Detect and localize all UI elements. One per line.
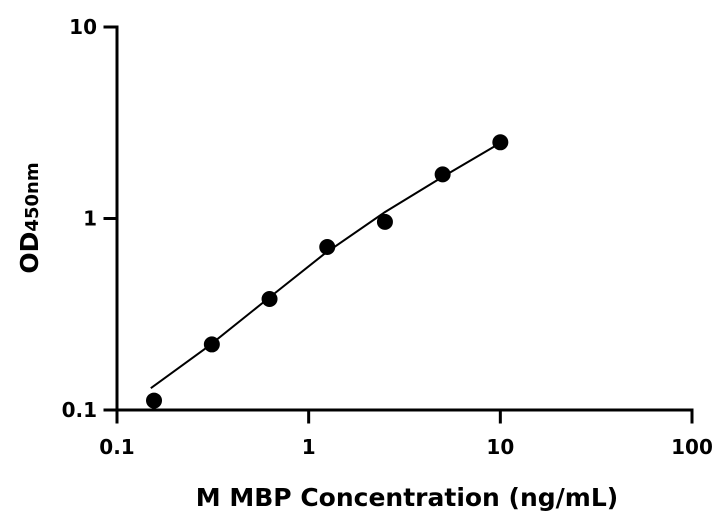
y-tick-label: 0.1: [62, 398, 97, 422]
y-axis-title: OD450nm: [15, 162, 44, 273]
x-tick-label: 0.1: [99, 435, 134, 459]
x-tick-label: 1: [302, 435, 316, 459]
y-tick-label: 10: [69, 15, 97, 39]
data-point: [434, 166, 451, 183]
y-axis-title-main: OD: [15, 232, 44, 274]
tick-labels-group: 0.1 1 10 100 0.1 1 10: [62, 15, 713, 459]
data-point: [146, 392, 163, 409]
y-tick-label: 1: [83, 207, 97, 231]
data-point: [492, 134, 509, 151]
axes: [103, 25, 694, 424]
x-axis-title: M MBP Concentration (ng/mL): [196, 483, 618, 512]
data-point: [203, 336, 220, 353]
y-axis-title-sub: 450nm: [22, 162, 43, 231]
data-point: [319, 238, 336, 255]
data-point: [376, 213, 393, 230]
data-point: [261, 290, 278, 307]
x-tick-label: 10: [486, 435, 514, 459]
data-points-group: [146, 134, 509, 409]
x-tick-label: 100: [671, 435, 713, 459]
